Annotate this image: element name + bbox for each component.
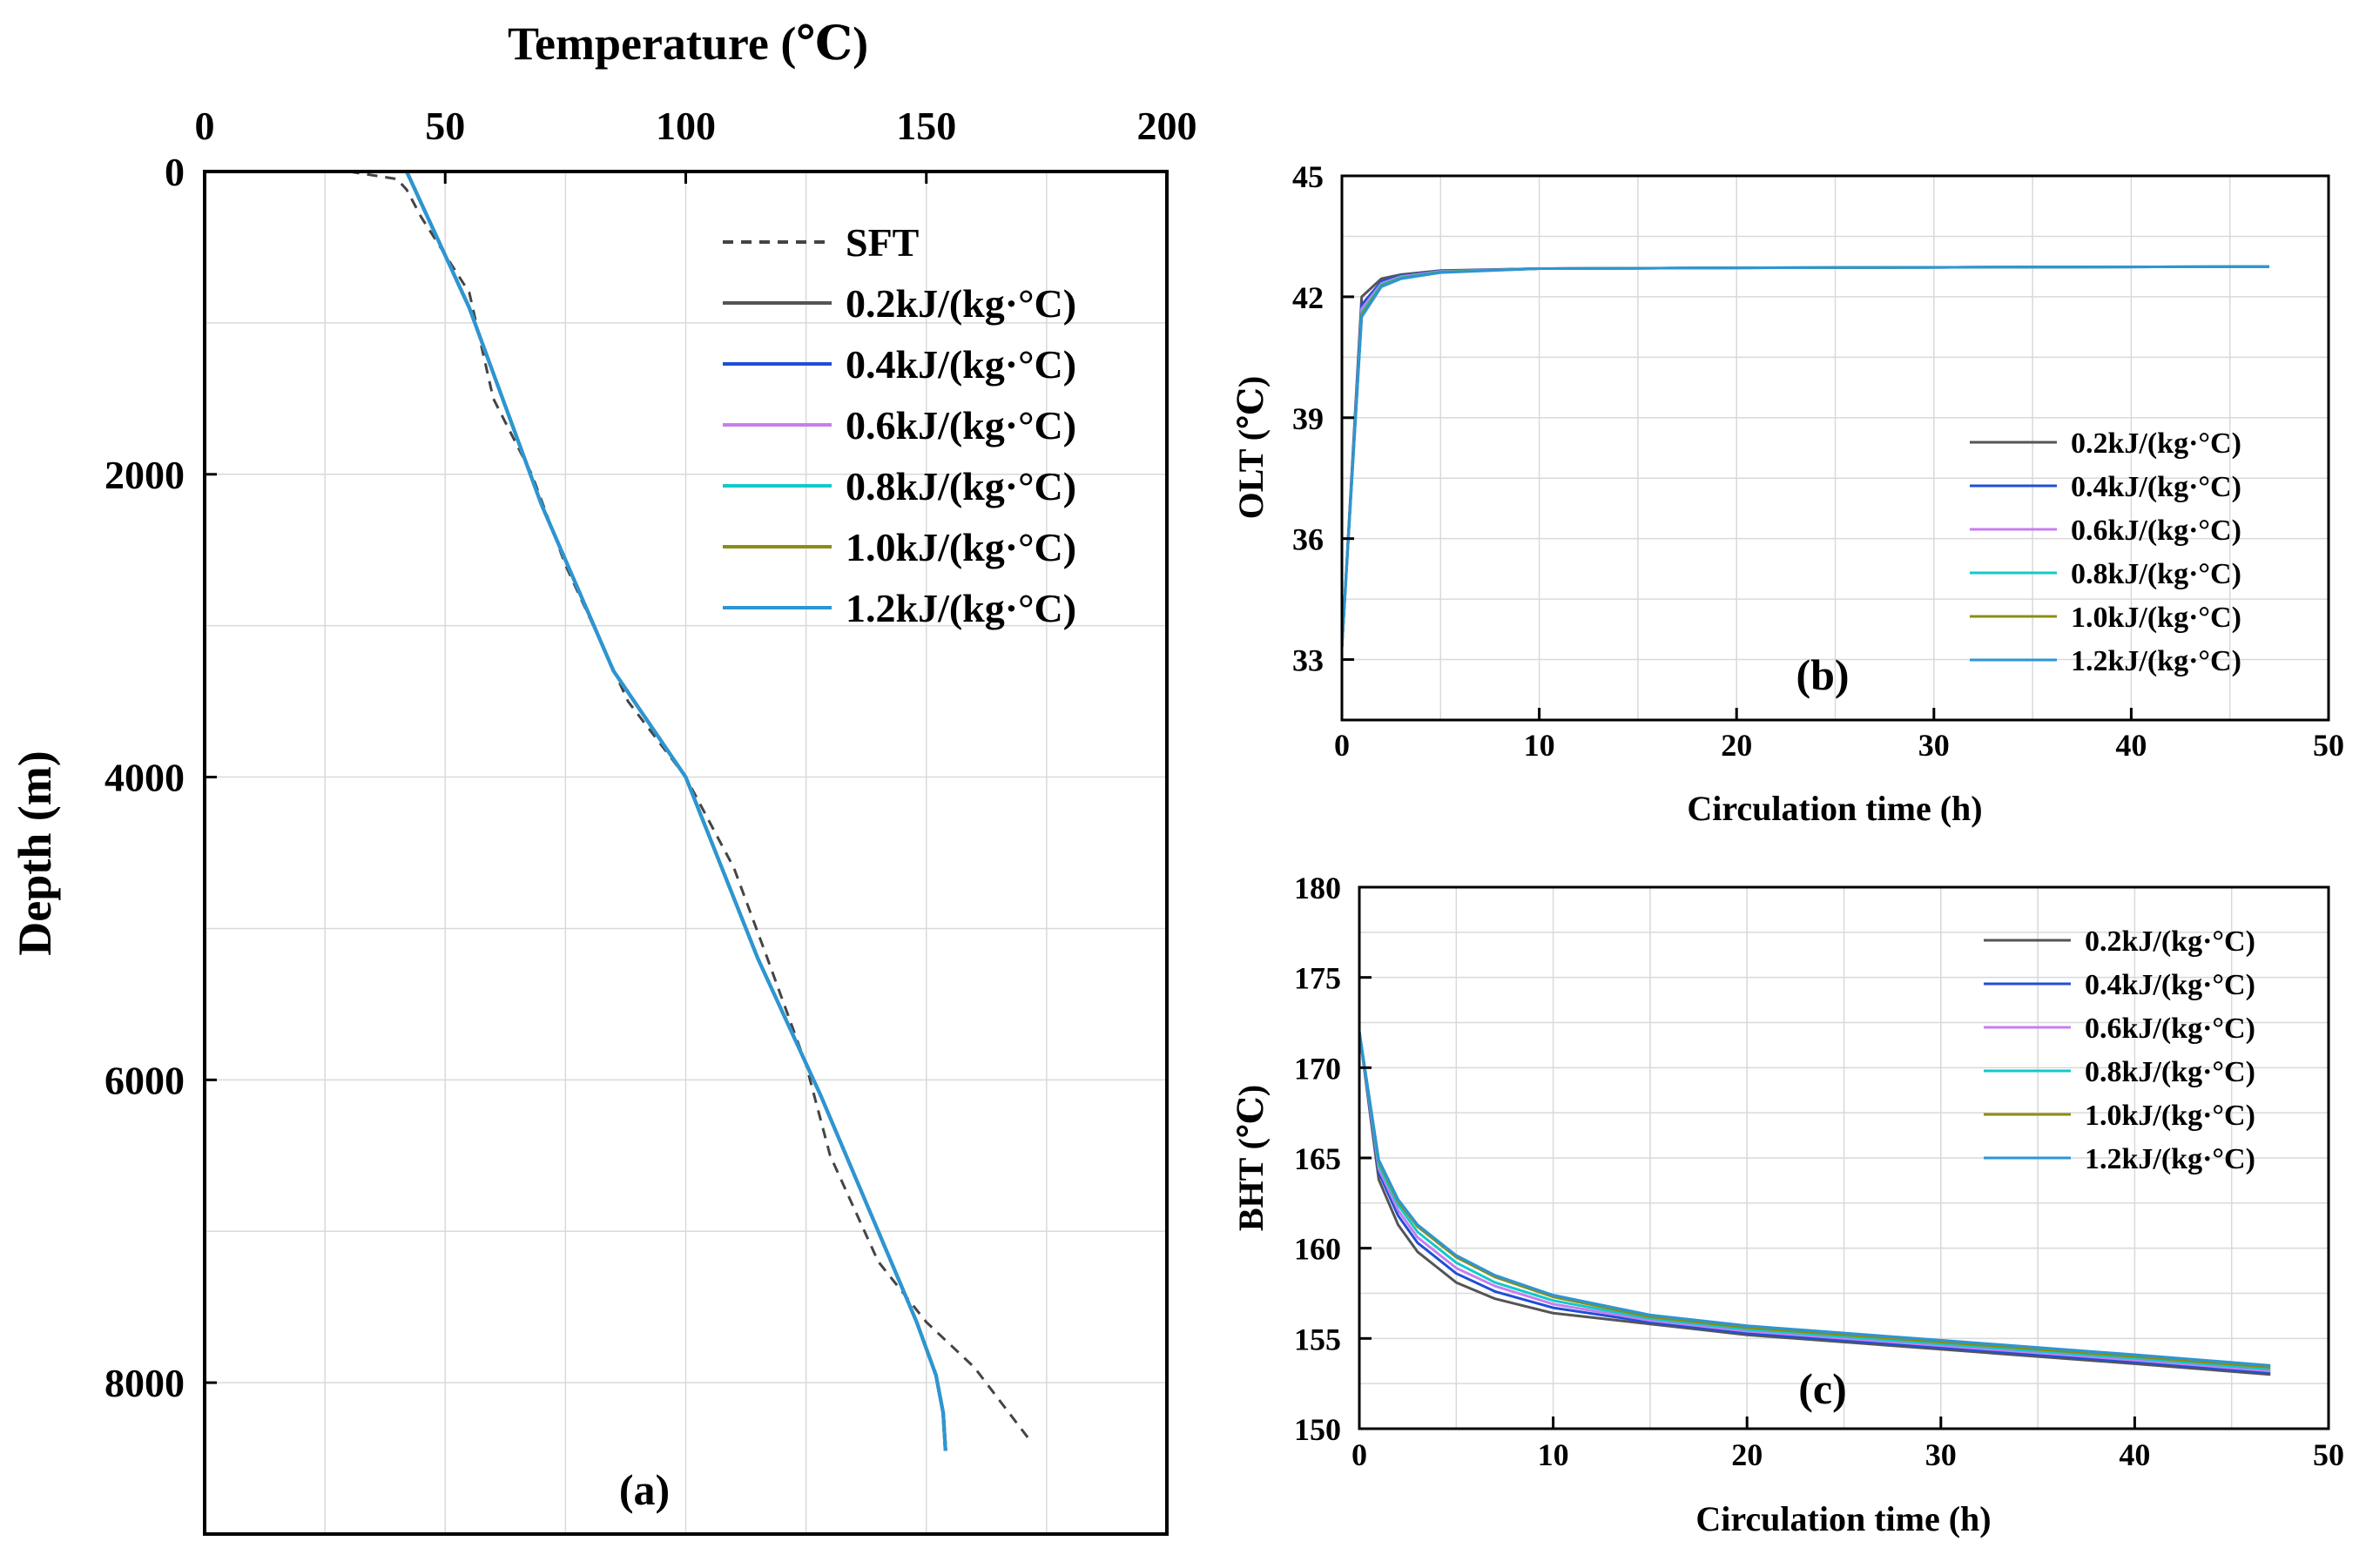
series-line-1 [1358,1031,2271,1376]
y-tick-label: 36 [1292,522,1324,557]
y-tick-label: 180 [1294,871,1341,905]
y-tick-label: 170 [1294,1051,1341,1086]
x-tick-label: 20 [1721,728,1752,763]
legend-label: 0.8kJ/(kg·°C) [2071,558,2241,590]
panel-c-x-axis-title: Circulation time (h) [1695,1499,1991,1538]
panel-c-label: (c) [1798,1364,1847,1413]
x-tick-label: 20 [1731,1437,1763,1472]
series-line-4 [1358,1031,2271,1371]
panel-c-legend: 0.2kJ/(kg·°C) 0.4kJ/(kg·°C) 0.6kJ/(kg·°C) 0… [1984,925,2255,1175]
legend-label: 0.6kJ/(kg·°C) [2085,1013,2255,1045]
x-tick-label: 200 [1137,104,1197,148]
legend-label: 0.8kJ/(kg·°C) [846,464,1076,508]
legend-label: SFT [846,220,919,265]
panel-b-y-tick-labels: 33 36 39 42 45 [1292,159,1354,678]
x-tick-label: 0 [1334,728,1350,763]
y-tick-label: 4000 [104,756,185,800]
x-tick-label: 100 [656,104,716,148]
y-tick-label: 33 [1292,643,1324,678]
legend-label: 0.4kJ/(kg·°C) [2085,969,2255,1001]
panel-a-y-axis-title: Depth (m) [9,750,61,955]
panel-a-depth-temperature-chart: Temperature (℃) 0 50 100 150 200 0 2000 4000 60… [9,17,1197,1536]
panel-b-olt-chart: 0 10 20 30 40 50 33 36 39 42 45 Circulation time … [1231,159,2344,828]
panel-c-bht-chart: 0 10 20 30 40 50 150 155 160 165 170 175 180 Circul… [1231,871,2344,1538]
legend-label: 0.6kJ/(kg·°C) [846,403,1076,448]
panel-a-x-axis-title: Temperature (℃) [508,17,868,70]
panel-c-x-tick-labels: 0 10 20 30 40 50 [1352,1417,2344,1472]
panel-b-y-axis-title: OLT (℃) [1231,376,1271,520]
y-tick-label: 165 [1294,1141,1341,1176]
y-tick-label: 42 [1292,280,1324,315]
y-tick-label: 150 [1294,1412,1341,1447]
panel-a-x-tick-labels: 0 50 100 150 200 [195,104,1197,184]
panel-c-y-axis-title: BHT (℃) [1231,1085,1271,1231]
x-tick-label: 0 [195,104,215,148]
y-tick-label: 8000 [104,1361,185,1405]
panel-a-legend: SFT 0.2kJ/(kg·°C) 0.4kJ/(kg·°C) 0.6kJ/(kg·°… [723,220,1076,630]
panel-c-series-lines [1358,1031,2271,1376]
panel-c-y-tick-labels: 150 155 160 165 170 175 180 [1294,871,1372,1447]
legend-label: 0.4kJ/(kg·°C) [2071,471,2241,503]
legend-label: 0.2kJ/(kg·°C) [2071,427,2241,460]
legend-label: 0.2kJ/(kg·°C) [2085,925,2255,958]
series-line-2 [1358,1031,2271,1375]
panel-b-series-lines [1340,265,2270,648]
panel-a-y-tick-labels: 0 2000 4000 6000 8000 [104,150,217,1405]
y-tick-label: 2000 [104,453,185,497]
y-tick-label: 45 [1292,159,1324,194]
legend-label: 1.2kJ/(kg·°C) [2085,1143,2255,1175]
x-tick-label: 50 [2313,1437,2344,1472]
series-line-3 [1358,1031,2271,1373]
x-tick-label: 0 [1352,1437,1367,1472]
legend-label: 1.2kJ/(kg·°C) [2071,645,2241,677]
legend-label: 0.6kJ/(kg·°C) [2071,515,2241,547]
y-tick-label: 175 [1294,961,1341,996]
x-tick-label: 10 [1524,728,1555,763]
y-tick-label: 6000 [104,1058,185,1102]
x-tick-label: 40 [2119,1437,2150,1472]
series-line-6 [405,171,947,1451]
legend-label: 0.2kJ/(kg·°C) [846,281,1076,326]
x-tick-label: 40 [2115,728,2147,763]
x-tick-label: 150 [896,104,956,148]
panel-b-label: (b) [1796,650,1849,699]
legend-label: 1.0kJ/(kg·°C) [2085,1100,2255,1132]
panel-b-x-axis-title: Circulation time (h) [1687,789,1982,828]
legend-label: 0.8kJ/(kg·°C) [2085,1056,2255,1088]
x-tick-label: 50 [425,104,465,148]
x-tick-label: 50 [2313,728,2344,763]
legend-label: 1.2kJ/(kg·°C) [846,586,1076,630]
x-tick-label: 30 [1918,728,1950,763]
series-line-6 [1358,1031,2271,1367]
panel-a-series-lines [348,170,1034,1451]
y-tick-label: 155 [1294,1322,1341,1356]
y-tick-label: 160 [1294,1232,1341,1267]
x-tick-label: 30 [1925,1437,1957,1472]
panel-b-plot-frame [1340,174,2330,722]
panel-b-x-tick-labels: 0 10 20 30 40 50 [1334,708,2344,763]
legend-label: 1.0kJ/(kg·°C) [846,525,1076,569]
legend-label: 0.4kJ/(kg·°C) [846,342,1076,387]
panel-a-label: (a) [619,1465,670,1514]
panel-b-legend: 0.2kJ/(kg·°C) 0.4kJ/(kg·°C) 0.6kJ/(kg·°C) 0… [1970,427,2241,677]
y-tick-label: 0 [165,150,185,194]
legend-label: 1.0kJ/(kg·°C) [2071,602,2241,634]
y-tick-label: 39 [1292,401,1324,436]
x-tick-label: 10 [1538,1437,1569,1472]
series-line-6 [1340,265,2270,648]
